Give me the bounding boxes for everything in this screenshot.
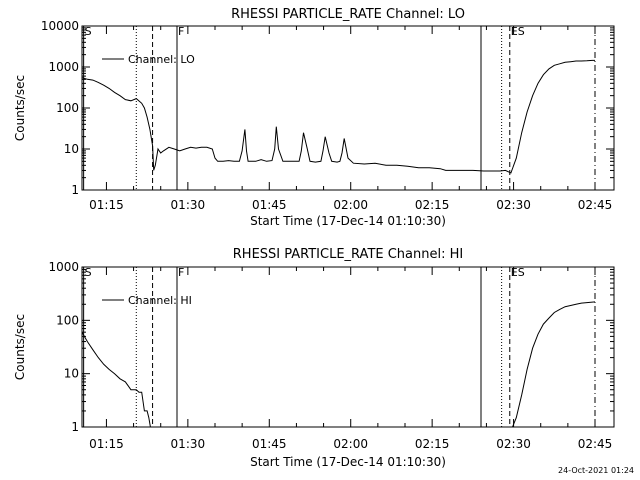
y-axis-label: Counts/sec [13, 75, 27, 141]
y-tick-label: 1000 [48, 260, 79, 274]
x-tick-label: 02:15 [415, 437, 450, 451]
x-tick-label: 02:30 [496, 437, 531, 451]
footer-date: 24-Oct-2021 01:24 [558, 466, 634, 475]
plot-frame [81, 25, 615, 191]
plot-frame [81, 266, 615, 428]
x-tick-label: 02:00 [333, 198, 368, 212]
y-tick-label: 1000 [48, 60, 79, 74]
x-tick-label: 02:30 [496, 198, 531, 212]
chart-title: RHESSI PARTICLE_RATE Channel: LO [231, 7, 465, 22]
x-tick-label: 01:15 [89, 437, 124, 451]
x-axis-label: Start Time (17-Dec-14 01:10:30) [250, 214, 446, 228]
x-tick-label: 01:30 [171, 437, 206, 451]
x-axis-label: Start Time (17-Dec-14 01:10:30) [250, 455, 446, 469]
y-tick-label: 100 [56, 101, 79, 115]
event-marker-label: ES [511, 266, 525, 279]
x-tick-label: 01:45 [252, 437, 287, 451]
y-tick-label: 1 [71, 183, 79, 197]
y-tick-label: 1 [71, 420, 79, 434]
event-marker-label: ES [511, 25, 525, 38]
y-tick-label: 100 [56, 313, 79, 327]
chart-title: RHESSI PARTICLE_RATE Channel: HI [233, 247, 463, 262]
x-tick-label: 02:15 [415, 198, 450, 212]
chart-panel-1 [81, 266, 615, 428]
x-tick-label: 01:15 [89, 198, 124, 212]
x-tick-label: 02:45 [578, 198, 613, 212]
legend-label: Channel: LO [128, 53, 195, 66]
legend-label: Channel: HI [128, 294, 192, 307]
event-marker-label: S [85, 266, 92, 279]
x-tick-label: 02:45 [578, 437, 613, 451]
event-marker-label: F [178, 25, 184, 38]
series-line [82, 331, 152, 427]
y-tick-label: 10 [64, 142, 79, 156]
series-line [512, 301, 596, 427]
x-tick-label: 01:45 [252, 198, 287, 212]
chart-panel-0 [81, 25, 615, 191]
y-tick-label: 10000 [41, 19, 79, 33]
event-marker-label: S [85, 25, 92, 38]
series-line [82, 59, 595, 174]
y-tick-label: 10 [64, 367, 79, 381]
y-axis-label: Counts/sec [13, 314, 27, 380]
x-tick-label: 01:30 [171, 198, 206, 212]
x-tick-label: 02:00 [333, 437, 368, 451]
event-marker-label: F [178, 266, 184, 279]
